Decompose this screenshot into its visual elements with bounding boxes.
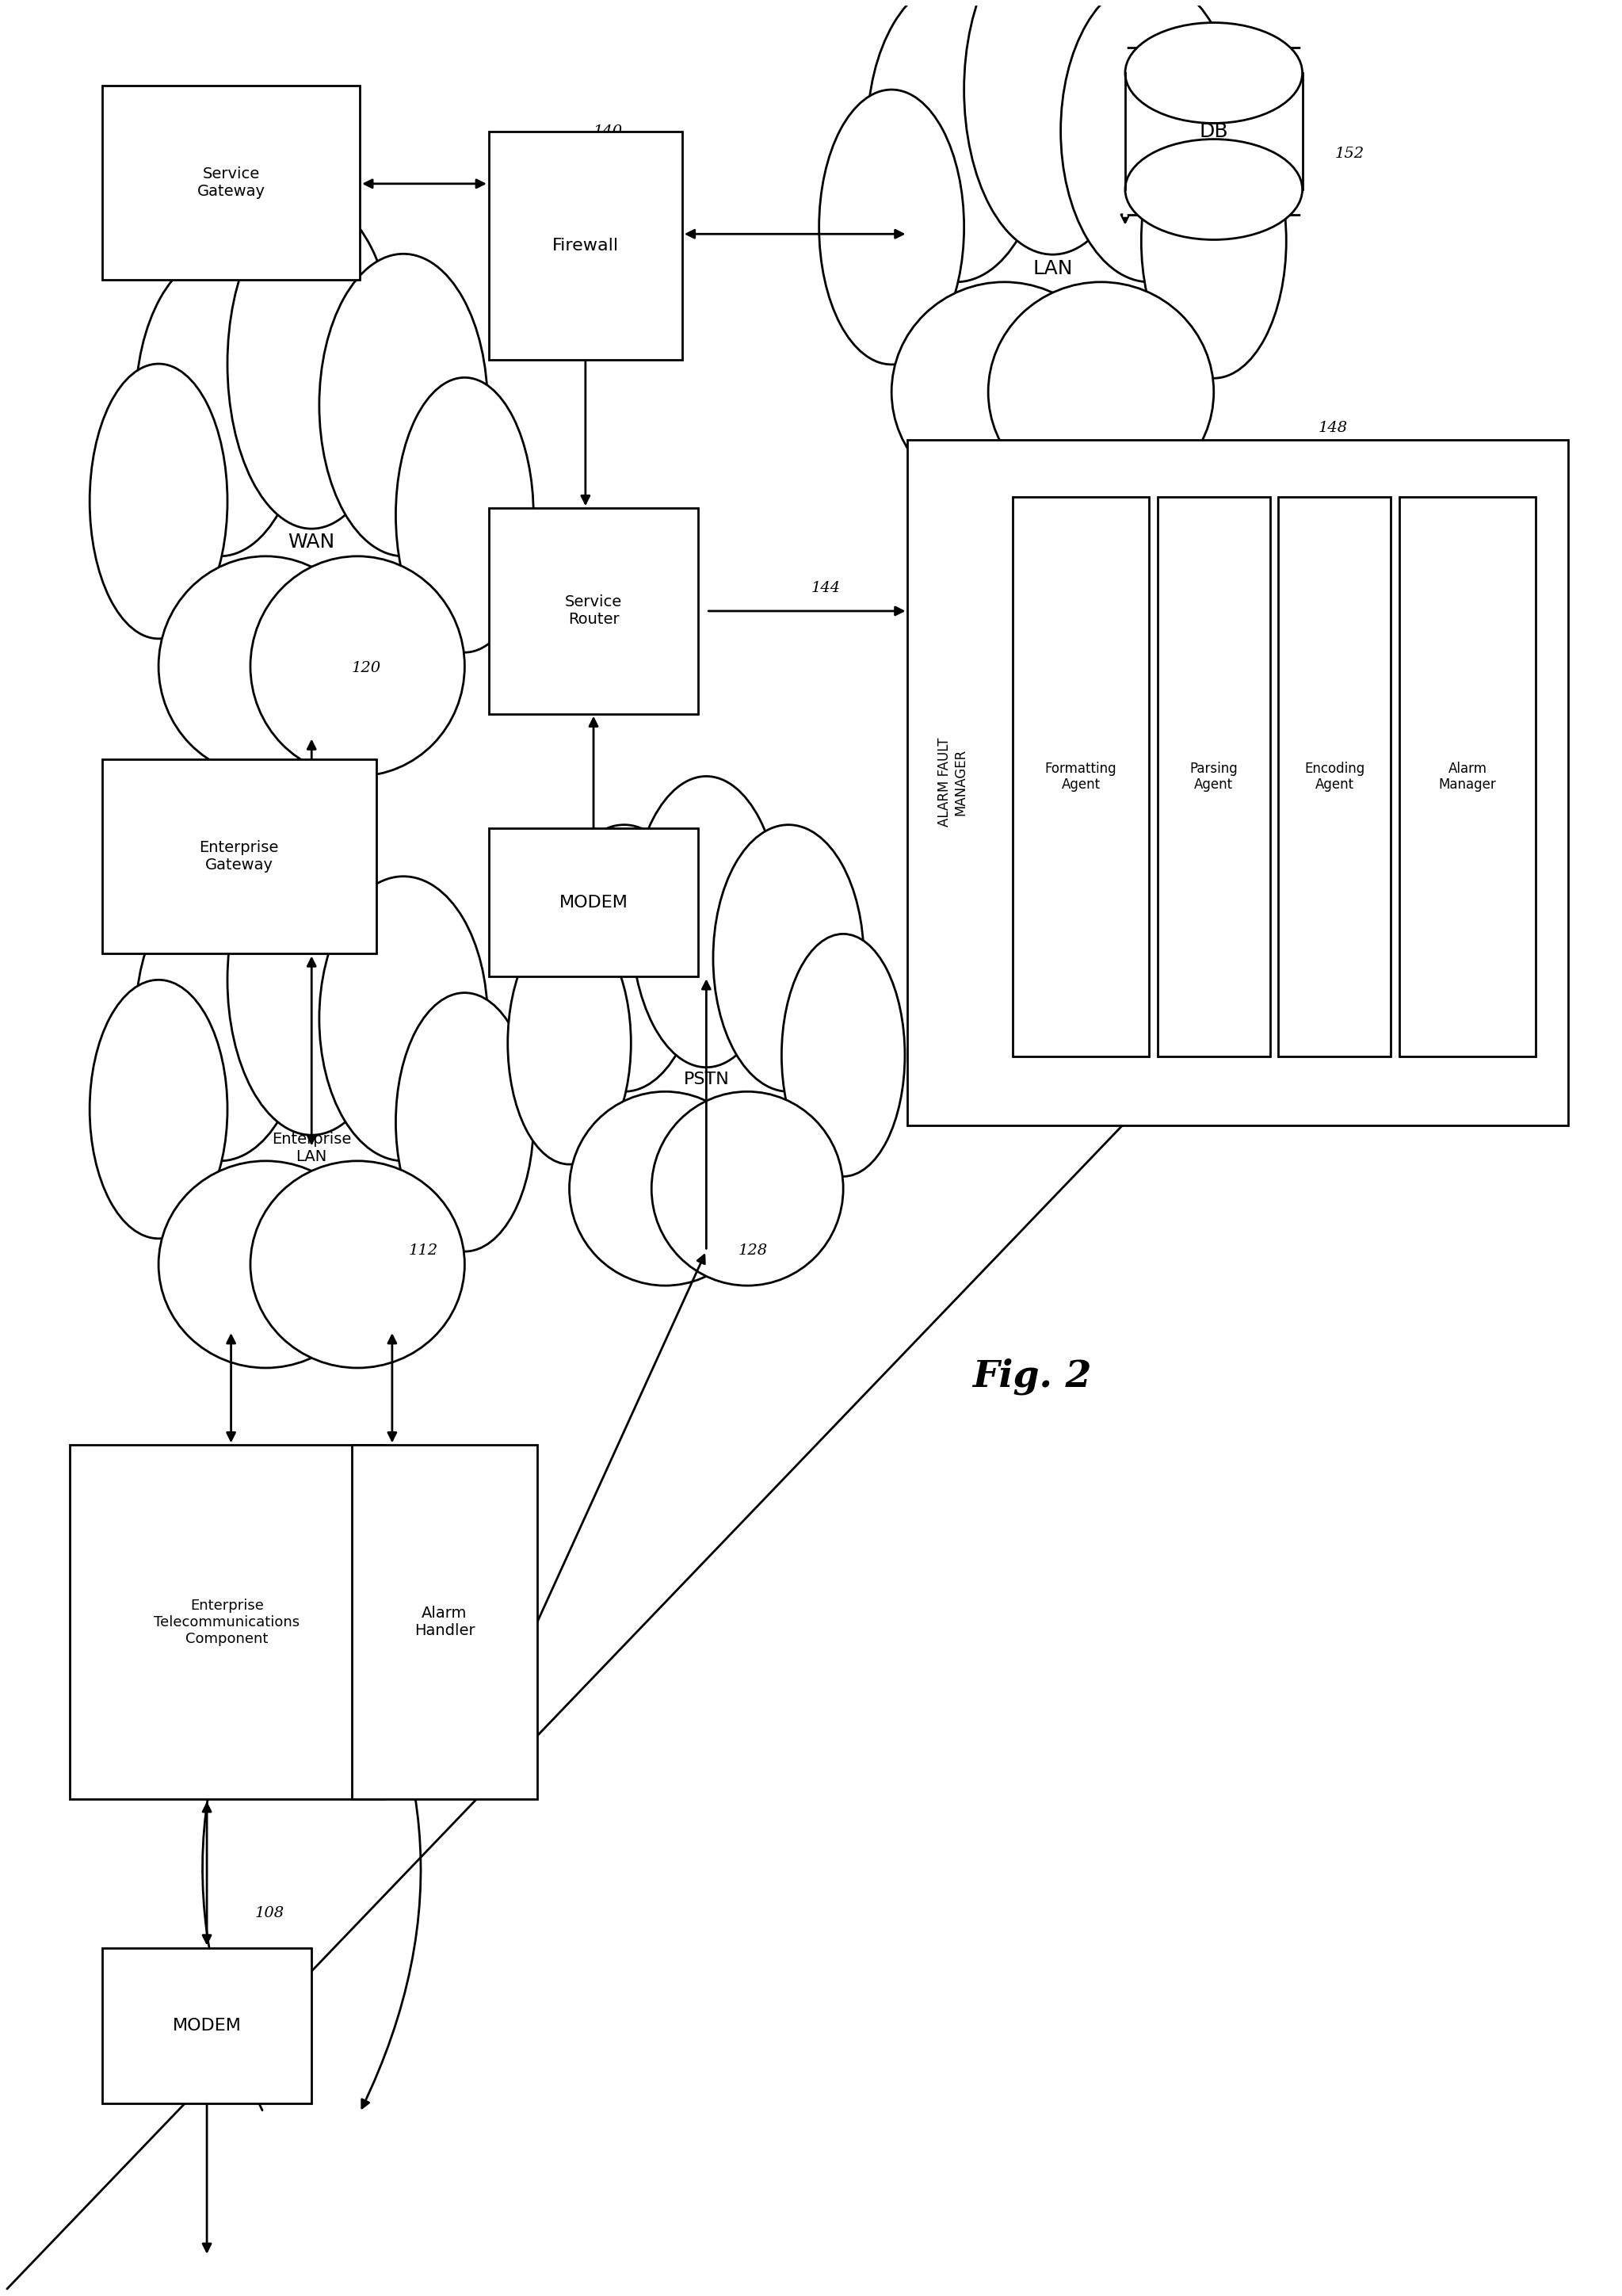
Ellipse shape (963, 0, 1142, 255)
Text: MODEM: MODEM (172, 2018, 242, 2034)
Ellipse shape (320, 877, 488, 1162)
Ellipse shape (652, 1091, 843, 1286)
Bar (908, 439, 1568, 1125)
Bar (102, 760, 376, 953)
Text: ALARM FAULT
MANAGER: ALARM FAULT MANAGER (938, 737, 968, 827)
Text: 120: 120 (352, 661, 381, 675)
Text: 152: 152 (1335, 147, 1364, 161)
Text: 200: 200 (1142, 1084, 1171, 1097)
Text: Enterprise
Gateway: Enterprise Gateway (200, 840, 279, 872)
Text: 160: 160 (1384, 1084, 1413, 1097)
Ellipse shape (569, 1091, 761, 1286)
Text: Enterprise
LAN: Enterprise LAN (272, 1132, 352, 1164)
Ellipse shape (1126, 140, 1302, 239)
Ellipse shape (892, 282, 1118, 503)
Bar (1400, 496, 1536, 1056)
Ellipse shape (892, 117, 1213, 420)
Ellipse shape (819, 90, 963, 365)
Text: MODEM: MODEM (560, 895, 628, 909)
Bar (488, 131, 683, 360)
Text: Fig. 2: Fig. 2 (972, 1357, 1092, 1396)
Text: 164: 164 (1028, 1084, 1058, 1097)
Bar (352, 1444, 537, 1800)
Text: Enterprise
Telecommunications
Component: Enterprise Telecommunications Component (154, 1598, 300, 1646)
Bar (1126, 48, 1302, 214)
Text: 124: 124 (303, 262, 333, 276)
Ellipse shape (159, 556, 373, 776)
Text: Formatting
Agent: Formatting Agent (1045, 762, 1116, 792)
Text: 104: 104 (480, 1518, 511, 1531)
Ellipse shape (159, 1006, 464, 1290)
Ellipse shape (89, 980, 227, 1238)
Text: 148: 148 (1319, 420, 1348, 436)
Text: Parsing
Agent: Parsing Agent (1189, 762, 1238, 792)
Bar (488, 829, 697, 976)
Text: Service
Router: Service Router (564, 595, 623, 627)
Ellipse shape (136, 255, 303, 556)
Ellipse shape (988, 282, 1213, 503)
Bar (1158, 496, 1270, 1056)
Ellipse shape (868, 0, 1045, 282)
Ellipse shape (714, 824, 865, 1091)
Ellipse shape (569, 946, 843, 1212)
Bar (1012, 496, 1150, 1056)
Ellipse shape (1142, 103, 1286, 379)
Bar (488, 507, 697, 714)
Ellipse shape (159, 1162, 373, 1368)
Ellipse shape (227, 200, 396, 528)
Text: 132: 132 (626, 877, 655, 893)
Bar (102, 1947, 311, 2103)
Text: 144: 144 (811, 581, 840, 595)
Ellipse shape (1061, 0, 1238, 282)
Ellipse shape (508, 921, 631, 1164)
Ellipse shape (227, 824, 396, 1134)
Ellipse shape (136, 877, 303, 1162)
Text: LAN: LAN (1033, 259, 1072, 278)
Text: WAN: WAN (289, 533, 336, 551)
Ellipse shape (396, 992, 534, 1251)
Ellipse shape (250, 556, 464, 776)
Ellipse shape (250, 1162, 464, 1368)
Text: Service
Gateway: Service Gateway (196, 165, 264, 200)
Bar (1278, 496, 1392, 1056)
Ellipse shape (396, 377, 534, 652)
Bar (70, 1444, 384, 1800)
Text: Encoding
Agent: Encoding Agent (1304, 762, 1364, 792)
Ellipse shape (1126, 23, 1302, 124)
Ellipse shape (782, 934, 905, 1176)
Ellipse shape (548, 824, 699, 1091)
Text: DB: DB (1199, 122, 1228, 140)
Text: Alarm
Handler: Alarm Handler (414, 1605, 475, 1639)
Text: 128: 128 (738, 1244, 767, 1258)
Text: Firewall: Firewall (551, 236, 618, 253)
Bar (102, 85, 360, 280)
Text: 116: 116 (336, 912, 365, 928)
Ellipse shape (631, 776, 782, 1068)
Text: 100: 100 (208, 1472, 237, 1486)
Text: 140: 140 (594, 124, 623, 138)
Ellipse shape (320, 255, 488, 556)
Text: 136: 136 (626, 592, 655, 606)
Ellipse shape (159, 390, 464, 693)
Text: 112: 112 (409, 1244, 438, 1258)
Text: Alarm
Manager: Alarm Manager (1439, 762, 1497, 792)
Text: 108: 108 (255, 1906, 284, 1922)
Text: 204: 204 (1254, 1084, 1283, 1097)
Text: PSTN: PSTN (683, 1072, 730, 1088)
Ellipse shape (89, 363, 227, 638)
